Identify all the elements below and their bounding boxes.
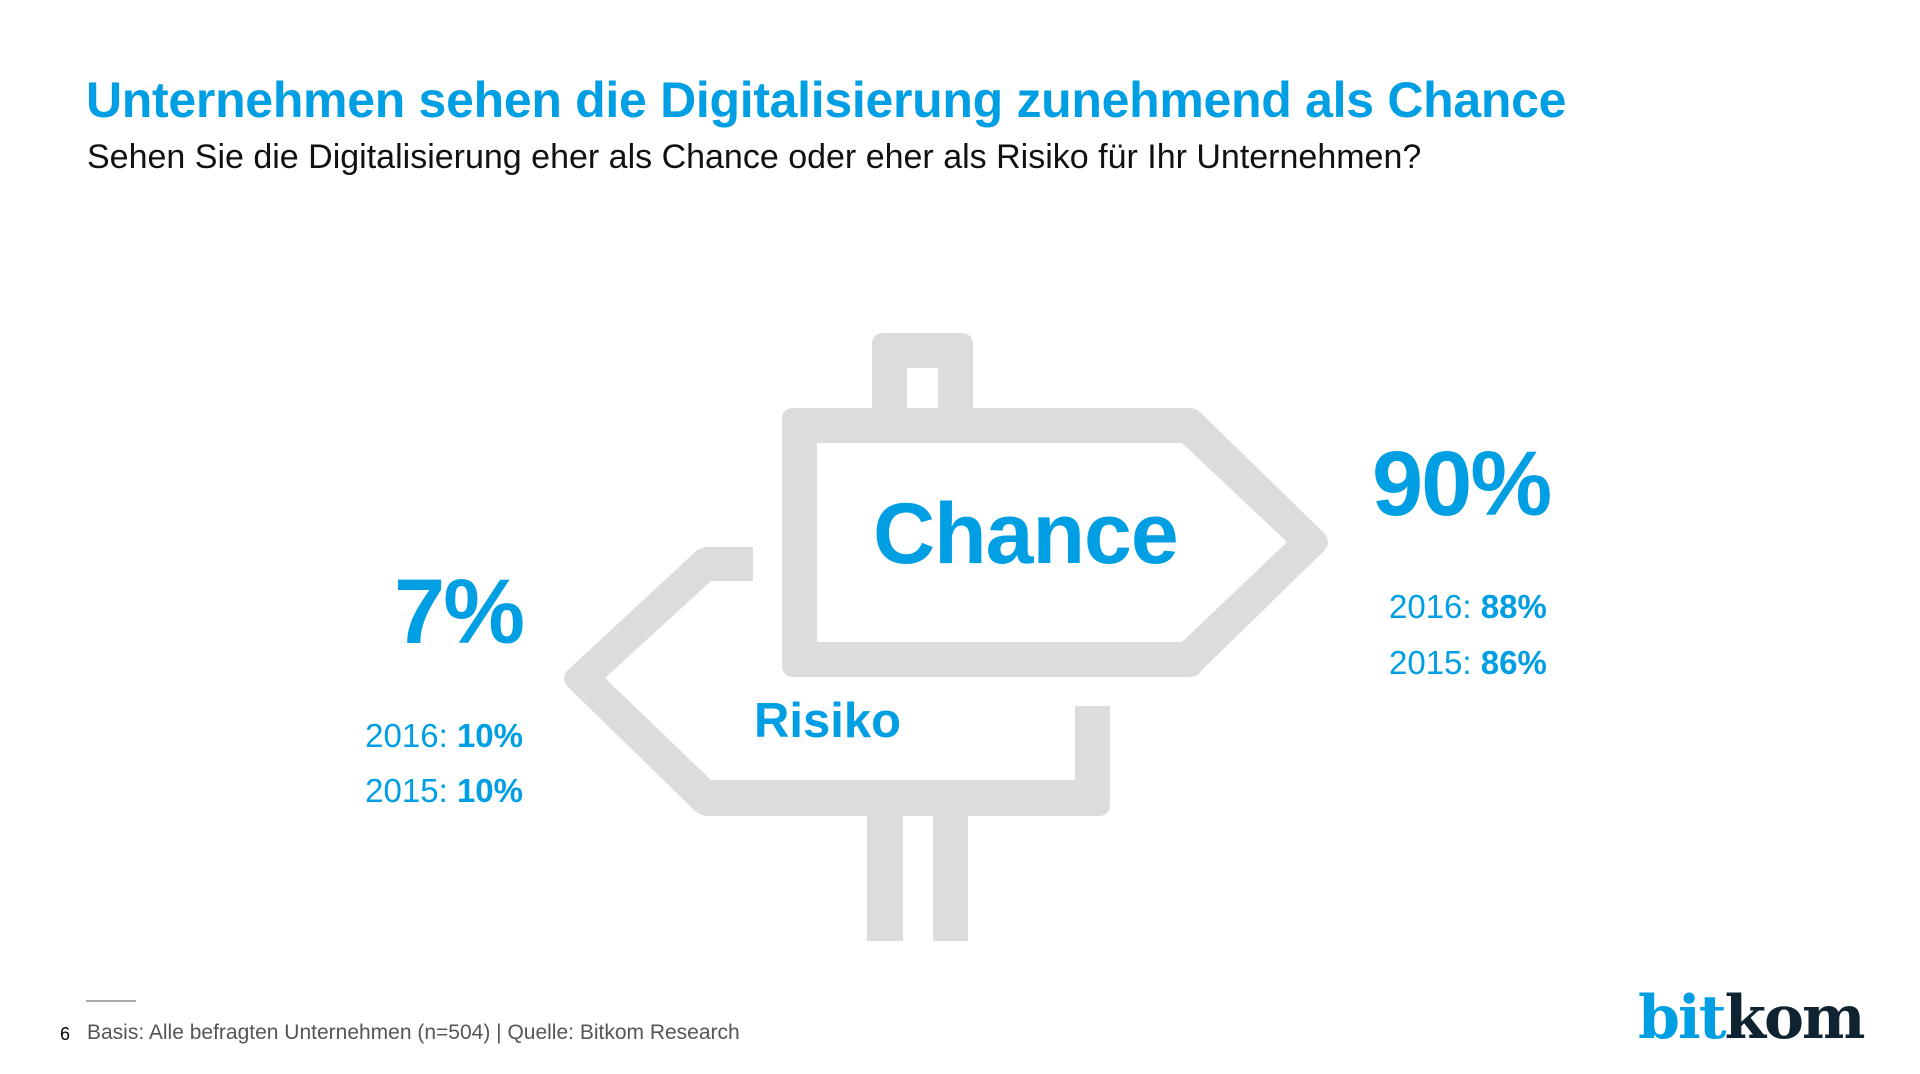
risiko-percentage: 7% [394,561,525,663]
page-title: Unternehmen sehen die Digitalisierung zu… [86,72,1567,128]
logo-part-kom: kom [1724,983,1865,1053]
chance-history-2016: 2016: 88% [1389,590,1547,623]
history-year: 2015: [1389,644,1472,681]
footer-divider [86,1000,136,1002]
risiko-sign-outline [564,547,1110,816]
history-value: 10% [456,717,523,754]
chance-label: Chance [873,486,1179,582]
bitkom-logo: bitkom [1638,983,1866,1053]
history-value: 86% [1480,644,1547,681]
page-number: 6 [60,1024,71,1044]
history-year: 2016: [1389,588,1472,625]
footer-source: Basis: Alle befragten Unternehmen (n=504… [87,1021,740,1044]
signpost-top-post [872,333,973,410]
logo-part-bit: bit [1638,983,1726,1053]
risiko-history-2015: 2015: 10% [365,774,523,807]
history-year: 2015: [365,772,448,809]
chance-percentage: 90% [1372,433,1552,535]
history-year: 2016: [365,717,448,754]
risiko-label: Risiko [754,694,902,748]
chance-history-2015: 2015: 86% [1389,646,1547,679]
history-value: 88% [1480,588,1547,625]
page-subtitle: Sehen Sie die Digitalisierung eher als C… [87,138,1422,176]
signpost-leg-left [867,815,903,941]
history-value: 10% [456,772,523,809]
signpost-leg-right [933,815,968,941]
chance-sign-outline [782,408,1328,677]
risiko-history-2016: 2016: 10% [365,719,523,752]
